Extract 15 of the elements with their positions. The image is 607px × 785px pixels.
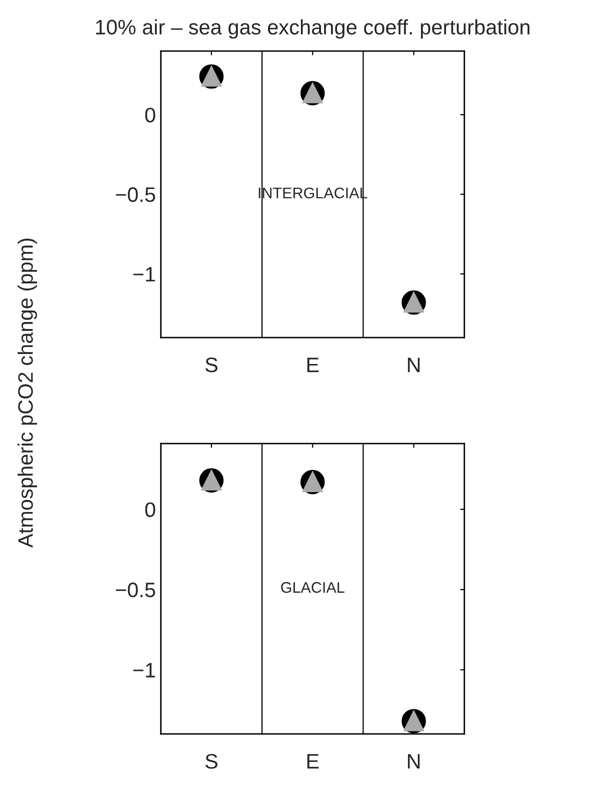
y-axis-title: Atmospheric pCO2 change (ppm) (18, 238, 38, 548)
y-tick-label: −1 (133, 663, 155, 678)
chart-title: 10% air – sea gas exchange coeff. perturbation (96, 19, 530, 39)
x-tick-label: N (408, 754, 420, 769)
y-tick-label: −0.5 (116, 582, 156, 598)
y-tick-label: 0 (145, 502, 156, 518)
y-tick-label: −1 (133, 267, 155, 282)
y-tick-label: 0 (145, 108, 156, 122)
x-tick-label: E (307, 754, 319, 769)
x-tick-label: N (408, 358, 420, 372)
x-tick-label: S (205, 358, 218, 372)
x-tick-label: E (307, 358, 319, 372)
x-tick-label: S (205, 754, 218, 769)
annotation: GLACIAL (281, 582, 344, 593)
y-tick-label: −0.5 (116, 187, 156, 202)
